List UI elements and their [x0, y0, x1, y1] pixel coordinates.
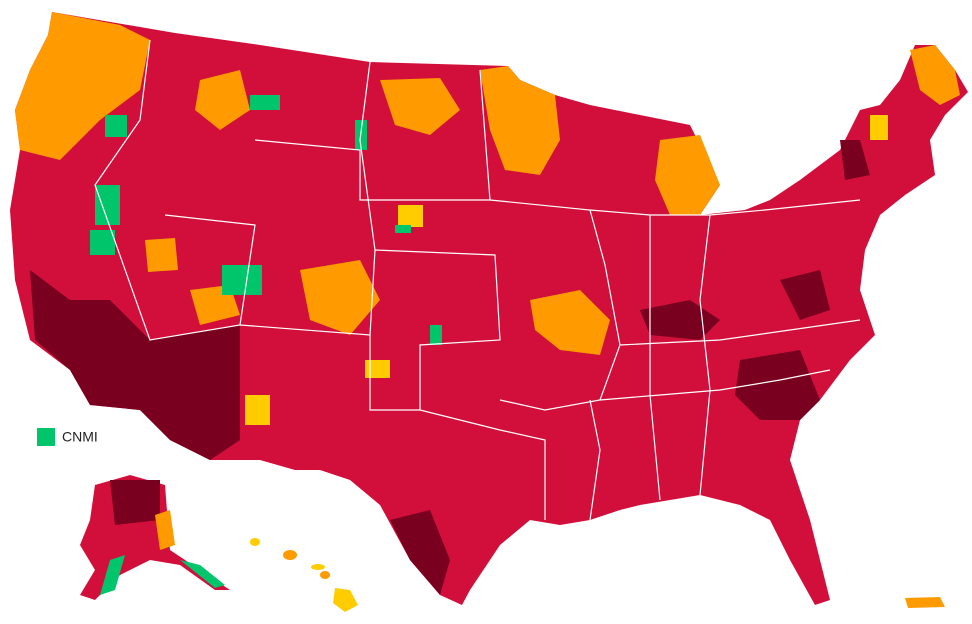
legend-swatch: [37, 428, 55, 446]
region-orange: [655, 135, 720, 215]
border: [254, 69, 491, 201]
region-green: [95, 185, 120, 225]
alaska-green: [180, 560, 225, 588]
contiguous-us: [10, 12, 968, 605]
border: [419, 409, 546, 520]
region-green: [250, 95, 280, 110]
island: [311, 564, 325, 570]
region-orange: [530, 290, 610, 355]
island: [320, 571, 330, 579]
region-orange: [145, 238, 178, 272]
region-green: [430, 325, 442, 345]
region-green: [90, 230, 115, 255]
alaska-orange: [155, 510, 175, 550]
border: [599, 369, 831, 401]
region-orange: [15, 12, 150, 160]
region-orange: [300, 260, 380, 335]
region-orange: [480, 66, 560, 175]
region-yellow: [398, 205, 423, 227]
region-orange: [380, 78, 460, 135]
island: [250, 538, 260, 546]
border: [94, 39, 256, 341]
island: [333, 588, 358, 612]
region-orange: [195, 70, 250, 130]
region-dark: [640, 300, 720, 340]
region-dark: [735, 350, 820, 420]
hawaii: [250, 538, 358, 612]
region-yellow: [870, 115, 888, 140]
region-green: [222, 265, 262, 295]
alaska-dark: [110, 480, 160, 525]
region-dark: [390, 510, 450, 595]
border: [619, 319, 861, 346]
state-borders: [94, 39, 861, 521]
region-yellow: [365, 360, 390, 378]
border: [649, 215, 661, 501]
region-dark: [840, 140, 870, 180]
puerto-rico: [905, 597, 945, 608]
region-green: [105, 115, 127, 137]
region-orange: [910, 45, 960, 105]
region-dark: [30, 270, 150, 410]
region-green: [395, 225, 411, 233]
alaska-green: [100, 555, 125, 595]
legend-label: CNMI: [62, 429, 98, 445]
border: [699, 214, 711, 496]
border: [589, 399, 601, 521]
region-dark: [140, 325, 240, 460]
region-dark: [780, 270, 830, 320]
border: [369, 249, 501, 411]
island: [283, 550, 297, 560]
region-yellow: [245, 395, 270, 425]
